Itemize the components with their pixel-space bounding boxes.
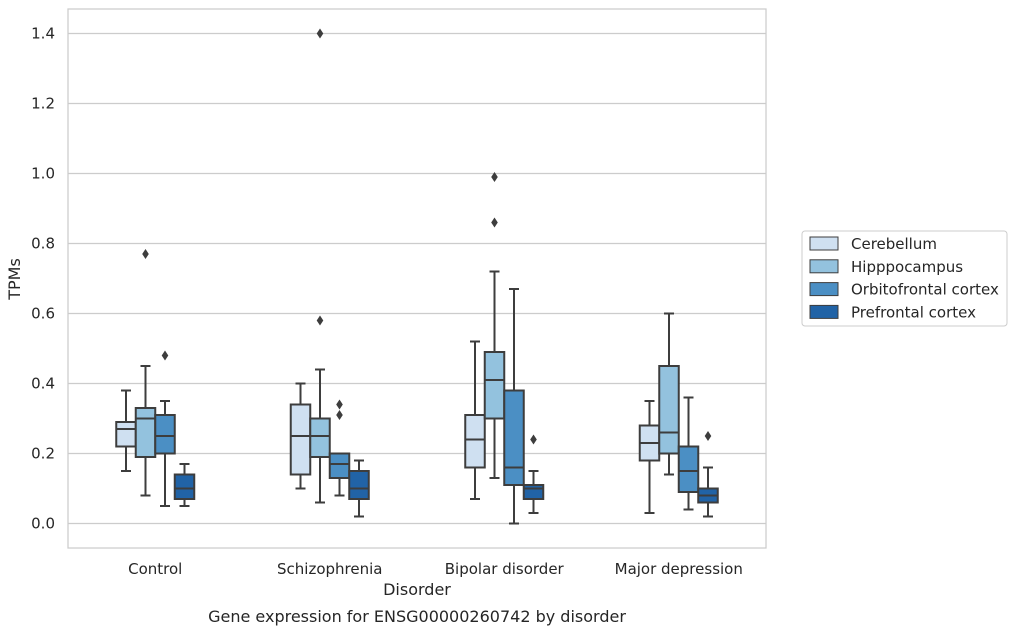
outlier-point	[336, 399, 343, 410]
chart-caption: Gene expression for ENSG00000260742 by d…	[208, 607, 626, 626]
box-hipppocampus-major-depression	[658, 312, 680, 476]
outlier-point	[530, 434, 537, 445]
box-cerebellum-bipolar-disorder	[464, 340, 486, 500]
y-tick-label: 0.2	[31, 445, 55, 463]
y-tick-label: 0.6	[31, 305, 55, 323]
legend-label: Hipppocampus	[851, 258, 963, 276]
legend-swatch	[809, 236, 839, 251]
legend: Cerebellum Hipppocampus Orbitofrontal cort…	[801, 230, 1008, 327]
plot-area-frame	[67, 8, 767, 549]
legend-swatch	[809, 304, 839, 319]
x-tick-label-schizophrenia: Schizophrenia	[277, 560, 382, 578]
box-prefrontal-cortex-major-depression	[697, 431, 719, 518]
box-iqr	[289, 403, 312, 476]
box-iqr	[483, 351, 506, 420]
box-hipppocampus-schizophrenia	[309, 28, 331, 504]
box-iqr	[115, 421, 137, 448]
y-tick-label: 0.8	[31, 235, 55, 253]
legend-item-prefrontal-cortex: Prefrontal cortex	[809, 303, 976, 321]
legend-item-orbitofrontal-cortex: Orbitofrontal cortex	[809, 281, 999, 299]
outlier-point	[704, 431, 712, 441]
box-iqr	[658, 365, 680, 455]
box-iqr	[309, 417, 331, 458]
outlier-point	[316, 315, 324, 326]
outlier-point	[491, 172, 498, 182]
y-tick-label: 1.0	[31, 165, 55, 183]
box-cerebellum-control	[115, 389, 137, 472]
x-tick-label-control: Control	[128, 560, 182, 578]
y-tick-label: 0.4	[31, 375, 55, 393]
legend-frame	[801, 230, 1008, 327]
box-orbitofrontal-cortex-control	[154, 350, 176, 507]
box-hipppocampus-control	[134, 249, 157, 497]
box-iqr	[503, 389, 525, 486]
box-iqr	[677, 445, 700, 493]
box-iqr	[464, 414, 486, 469]
y-tick-label: 0.0	[31, 515, 55, 533]
x-tick-label-major-depression: Major depression	[615, 560, 743, 578]
axis-tick-labels: 0.0 0.2 0.4 0.6 0.8 1.0 1.2 1.4 Control Schizophr…	[31, 25, 743, 579]
y-axis-title: TPMs	[5, 258, 24, 301]
box-prefrontal-cortex-schizophrenia	[348, 459, 370, 518]
box-orbitofrontal-cortex-major-depression	[677, 396, 700, 511]
outlier-point	[316, 28, 324, 39]
y-tick-label: 1.4	[31, 25, 55, 43]
box-prefrontal-cortex-control	[173, 463, 196, 507]
legend-label: Cerebellum	[851, 235, 937, 253]
outlier-point	[142, 249, 149, 259]
grid-lines	[68, 32, 766, 525]
box-iqr	[328, 452, 351, 479]
box-orbitofrontal-cortex-bipolar-disorder	[503, 288, 525, 525]
box-iqr	[154, 414, 176, 455]
box-iqr	[173, 473, 196, 500]
x-axis-title: Disorder	[383, 580, 451, 599]
box-iqr	[134, 407, 157, 458]
outlier-point	[491, 217, 498, 228]
plot-area-background	[68, 9, 766, 548]
legend-label: Prefrontal cortex	[851, 303, 976, 321]
legend-swatch	[809, 282, 839, 297]
box-prefrontal-cortex-bipolar-disorder	[522, 434, 545, 514]
boxes	[115, 28, 719, 525]
legend-item-cerebellum: Cerebellum	[809, 235, 937, 253]
box-hipppocampus-bipolar-disorder	[483, 172, 506, 479]
x-tick-label-bipolar-disorder: Bipolar disorder	[445, 560, 565, 578]
box-orbitofrontal-cortex-schizophrenia	[328, 399, 351, 497]
outlier-point	[336, 410, 343, 420]
legend-swatch	[809, 259, 839, 274]
box-iqr	[348, 470, 370, 500]
box-iqr	[522, 484, 545, 500]
legend-item-hipppocampus: Hipppocampus	[809, 258, 963, 276]
outlier-point	[161, 350, 169, 361]
y-tick-label: 1.2	[31, 95, 55, 113]
legend-label: Orbitofrontal cortex	[851, 281, 999, 299]
